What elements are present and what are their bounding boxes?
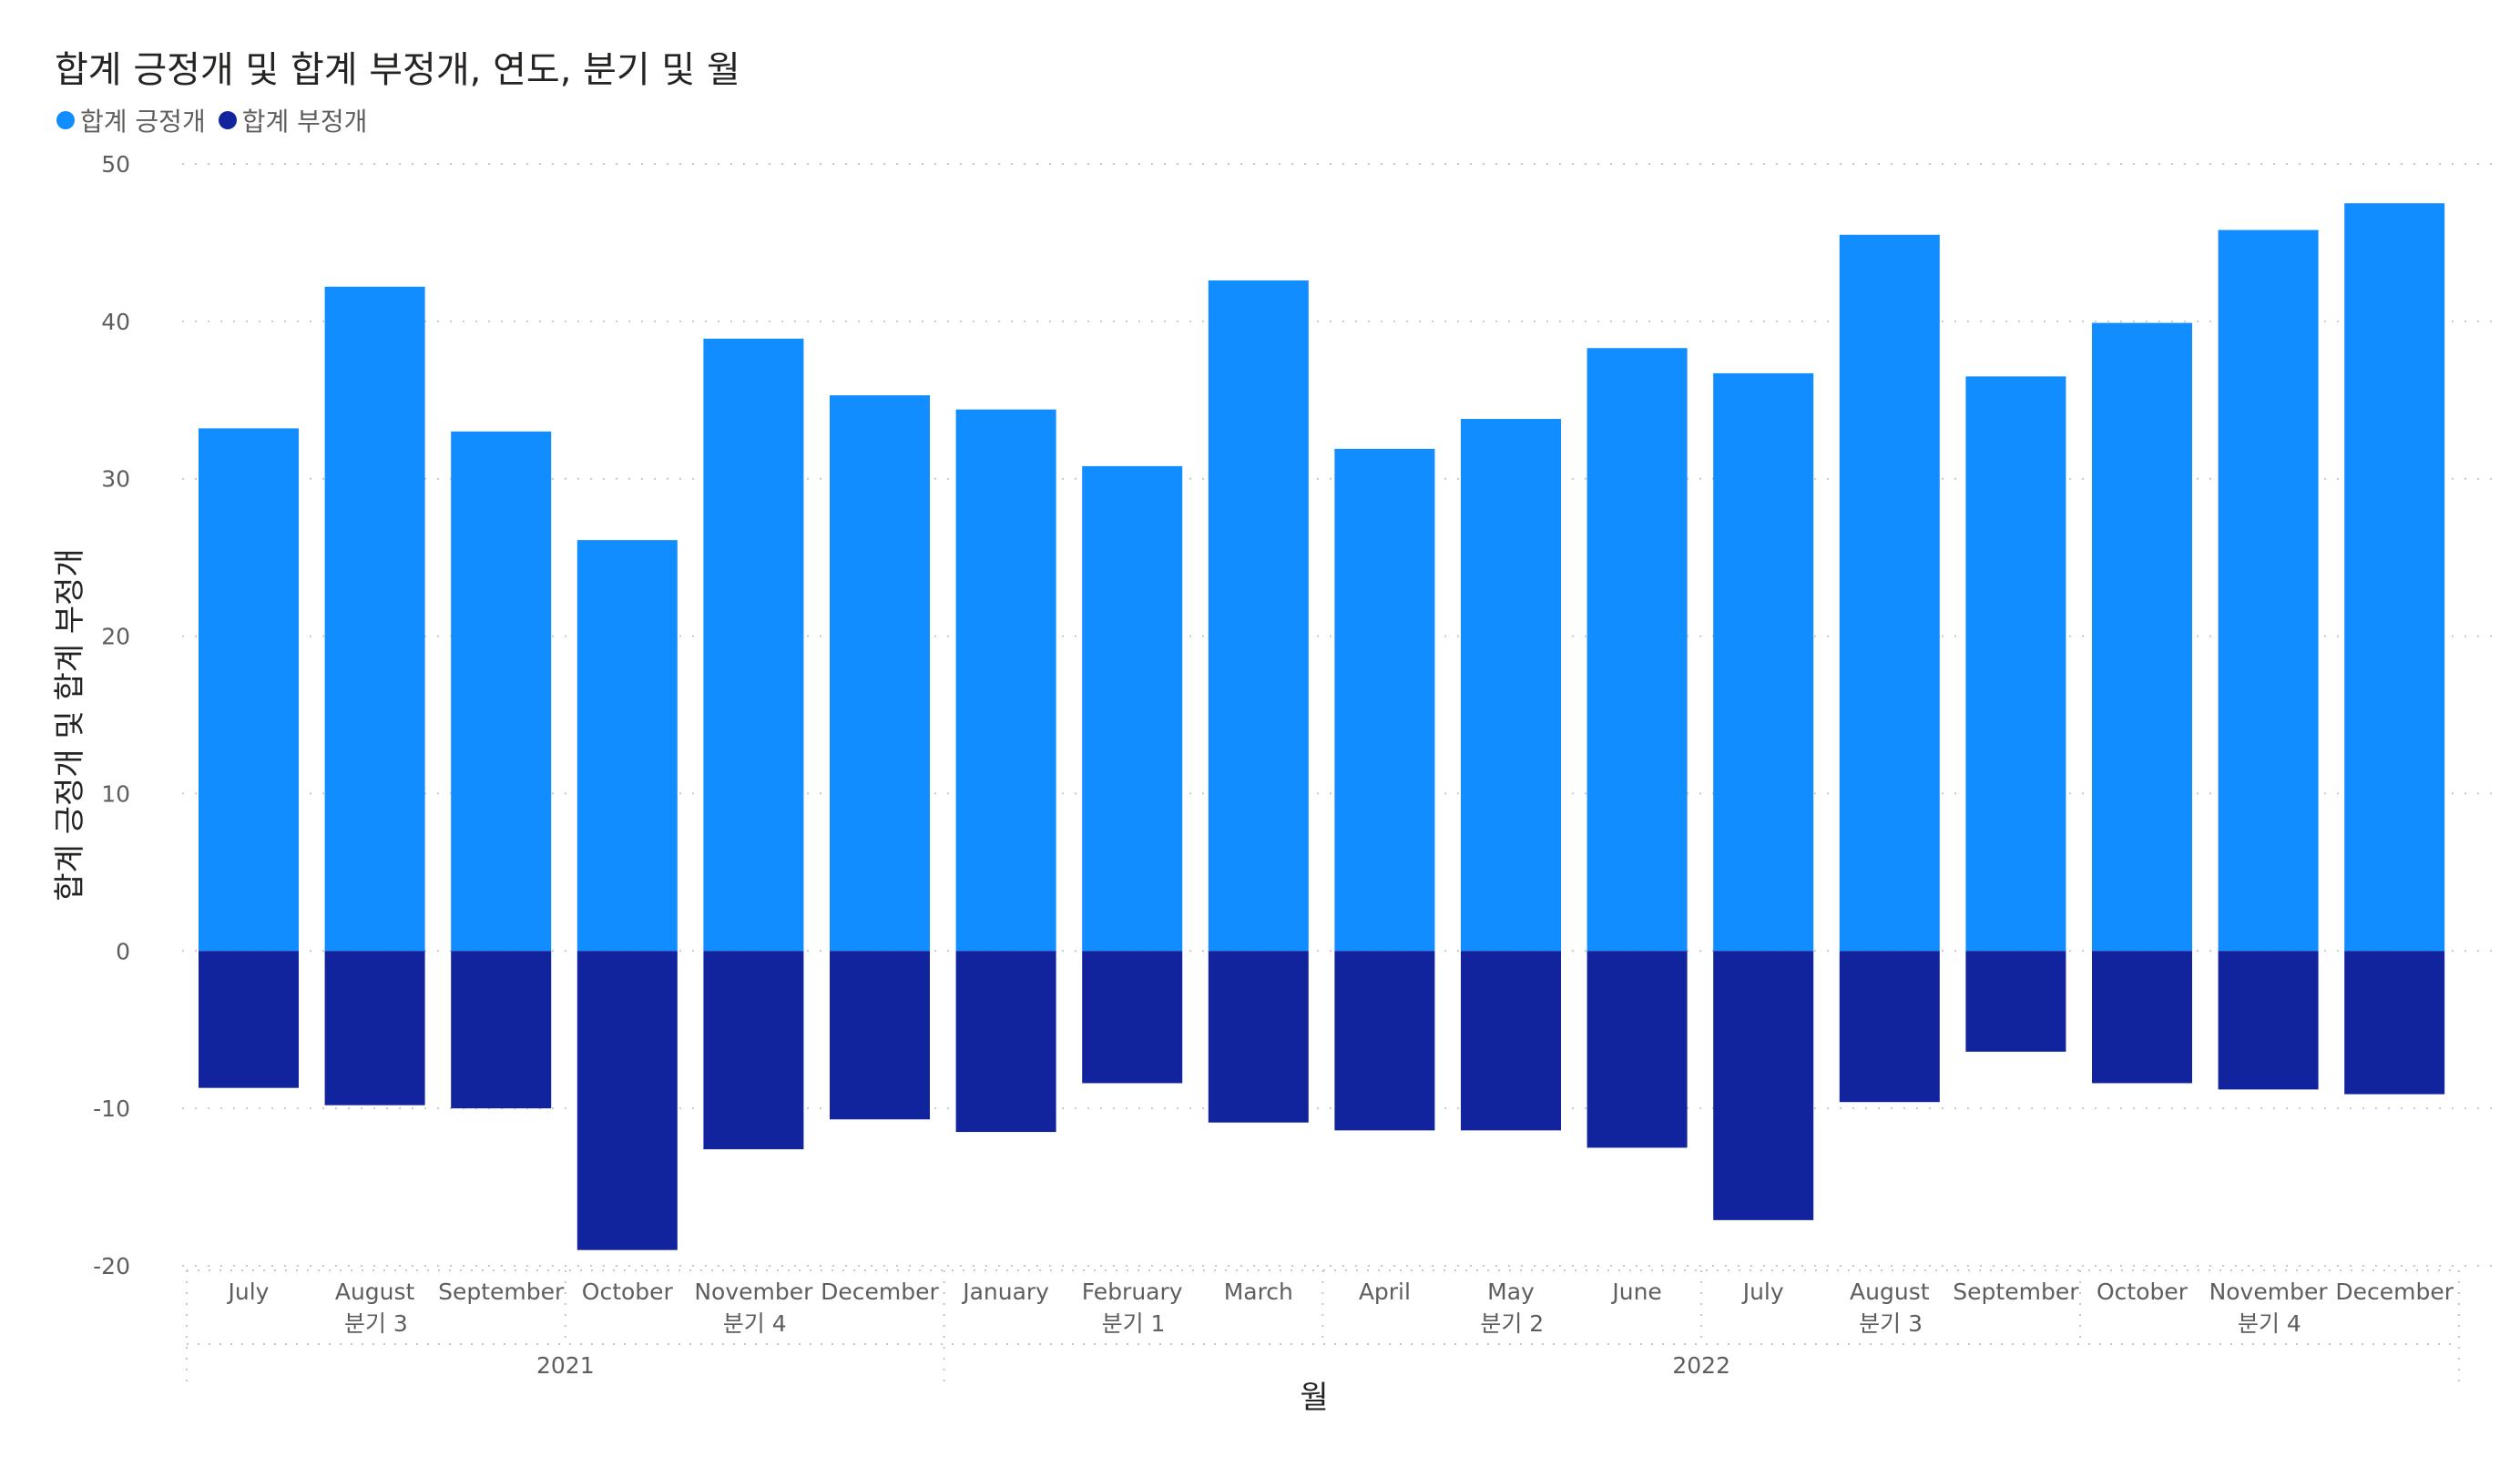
y-tick-label: -20 — [93, 1253, 130, 1279]
y-tick-label: 20 — [101, 624, 130, 650]
bar-negative[interactable] — [324, 951, 425, 1105]
legend-dot-positive-icon — [56, 111, 75, 129]
x-tick-label-month: May — [1487, 1279, 1535, 1305]
x-tick-label-month: November — [694, 1279, 813, 1305]
bar-positive[interactable] — [1334, 448, 1435, 952]
bar-negative[interactable] — [1586, 951, 1688, 1148]
x-tick-label-month: October — [582, 1279, 674, 1305]
legend-dot-negative-icon — [218, 111, 237, 129]
y-axis-ticks: 50 40 30 20 10 0 -10 -20 — [93, 151, 130, 1279]
legend-label-positive: 합계 긍정개 — [80, 107, 206, 137]
x-tick-label-quarter: 분기 4 — [2238, 1310, 2301, 1337]
x-tick-label-month: September — [1953, 1279, 2079, 1305]
x-tick-label-year: 2021 — [536, 1352, 595, 1379]
x-tick-label-month: December — [821, 1279, 939, 1305]
x-tick-label-month: July — [227, 1279, 270, 1305]
bar-positive[interactable] — [1208, 280, 1309, 952]
bar-positive[interactable] — [2344, 203, 2445, 952]
bar-negative[interactable] — [451, 951, 552, 1109]
x-tick-label-month: October — [2097, 1279, 2188, 1305]
bars — [199, 203, 2445, 1250]
y-tick-label: 30 — [101, 466, 130, 493]
bar-positive[interactable] — [830, 395, 930, 952]
legend-label-negative: 합계 부정개 — [241, 107, 368, 137]
bar-negative[interactable] — [2092, 951, 2192, 1084]
bar-positive[interactable] — [451, 431, 552, 952]
bar-positive[interactable] — [1839, 234, 1940, 952]
y-tick-label: 40 — [101, 309, 130, 335]
y-tick-label: 10 — [101, 780, 130, 807]
bar-positive[interactable] — [703, 338, 804, 952]
y-tick-label: 0 — [116, 938, 130, 964]
legend-item-positive[interactable]: 합계 긍정개 — [56, 102, 206, 138]
x-tick-label-quarter: 분기 1 — [1102, 1310, 1166, 1337]
bar-negative[interactable] — [703, 951, 804, 1150]
bar-positive[interactable] — [1713, 372, 1814, 952]
bar-positive[interactable] — [2218, 229, 2319, 952]
x-tick-label-quarter: 분기 4 — [723, 1310, 787, 1337]
bar-positive[interactable] — [324, 286, 425, 952]
x-tick-label-month: April — [1359, 1279, 1411, 1305]
legend-item-negative[interactable]: 합계 부정개 — [218, 102, 368, 138]
bar-positive[interactable] — [2092, 322, 2192, 952]
bar-negative[interactable] — [2218, 951, 2319, 1090]
y-tick-label: -10 — [93, 1095, 130, 1122]
x-tick-label-month: August — [335, 1279, 415, 1305]
x-axis: July August September October November Decemb… — [186, 1269, 2460, 1386]
bar-positive[interactable] — [1586, 348, 1688, 952]
bar-positive[interactable] — [1082, 465, 1183, 952]
x-tick-label-month: December — [2335, 1279, 2454, 1305]
bar-positive[interactable] — [199, 428, 299, 952]
x-tick-label-quarter: 분기 3 — [1859, 1310, 1923, 1337]
y-axis-title: 합계 긍정개 및 합계 부정개 — [52, 548, 88, 901]
x-tick-label-month: June — [1610, 1279, 1661, 1305]
x-tick-label-month: September — [438, 1279, 565, 1305]
bar-negative[interactable] — [199, 951, 299, 1088]
x-tick-label-month: February — [1082, 1279, 1183, 1305]
x-tick-label-month: March — [1224, 1279, 1293, 1305]
bar-negative[interactable] — [576, 951, 678, 1250]
bar-positive[interactable] — [955, 409, 1056, 952]
bar-negative[interactable] — [1082, 951, 1183, 1084]
bar-negative[interactable] — [1334, 951, 1435, 1131]
bar-negative[interactable] — [830, 951, 930, 1120]
bar-negative[interactable] — [1965, 951, 2066, 1052]
x-tick-label-month: January — [961, 1279, 1049, 1305]
bar-negative[interactable] — [2344, 951, 2445, 1095]
bar-negative[interactable] — [1839, 951, 1940, 1103]
y-tick-label: 50 — [101, 151, 130, 178]
chart-title: 합계 긍정개 및 합계 부정개, 연도, 분기 및 월 — [55, 49, 740, 91]
x-axis-title: 월 — [1300, 1380, 1328, 1416]
bar-negative[interactable] — [955, 951, 1056, 1133]
bar-positive[interactable] — [1461, 419, 1561, 952]
legend: 합계 긍정개 합계 부정개 — [56, 102, 380, 138]
bar-negative[interactable] — [1713, 951, 1814, 1220]
x-tick-label-quarter: 분기 3 — [344, 1310, 408, 1337]
x-tick-label-month: July — [1741, 1279, 1784, 1305]
bar-positive[interactable] — [1965, 376, 2066, 952]
x-tick-label-year: 2022 — [1672, 1352, 1730, 1379]
x-tick-label-quarter: 분기 2 — [1480, 1310, 1544, 1337]
x-tick-label-month: November — [2209, 1279, 2329, 1305]
bar-positive[interactable] — [576, 540, 678, 952]
x-tick-label-month: August — [1850, 1279, 1930, 1305]
bar-negative[interactable] — [1208, 951, 1309, 1123]
bar-negative[interactable] — [1461, 951, 1561, 1131]
